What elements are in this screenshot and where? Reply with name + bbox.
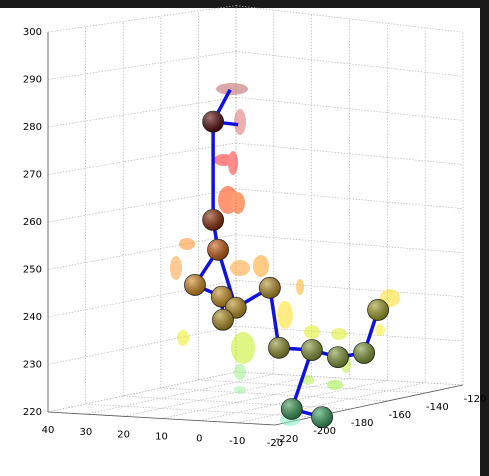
grid-line <box>235 51 464 77</box>
tick-labels: 220 230 240 250 260 270 280 290 300 40 30 20 10 0 -10 -… <box>23 27 486 449</box>
x-tick-label: -20 <box>267 438 283 449</box>
atom-shade <box>367 299 389 321</box>
y-tick-label: -160 <box>388 410 411 421</box>
grid-line <box>47 325 237 365</box>
y-tick-label: -120 <box>464 394 487 405</box>
z-tick-label: 280 <box>23 122 42 133</box>
grid-line <box>47 142 237 175</box>
atom-shade <box>311 406 333 428</box>
atom-shade <box>259 277 281 299</box>
grid-line <box>47 371 237 413</box>
atom-shade <box>353 342 375 364</box>
side-bar <box>480 0 489 476</box>
grid-line <box>237 382 426 424</box>
y-tick-label: -140 <box>426 402 449 413</box>
z-tick-label: 240 <box>23 312 42 323</box>
z-tick-label: 250 <box>23 265 42 276</box>
y-tick-label: -200 <box>313 426 336 437</box>
grid-line <box>47 234 237 270</box>
grid-line <box>47 188 237 223</box>
atom-shade <box>212 309 234 331</box>
grid-line <box>47 51 237 80</box>
z-tick-label: 290 <box>23 75 42 86</box>
atom-shade <box>268 337 290 359</box>
grid-line <box>123 375 312 417</box>
atoms <box>184 110 389 428</box>
atom-shade <box>202 111 224 133</box>
y-tick-label: -180 <box>351 418 374 429</box>
grid <box>47 5 464 426</box>
x-tick-label: 0 <box>196 434 202 445</box>
z-tick-label: 230 <box>23 360 42 371</box>
z-tick-label: 300 <box>23 27 42 38</box>
atom-shade <box>301 339 323 361</box>
atom-shade <box>202 209 224 231</box>
x-tick-label: 10 <box>155 432 168 443</box>
grid-line <box>235 96 464 121</box>
grid-line <box>47 280 237 318</box>
z-tick-label: 270 <box>23 170 42 181</box>
axis-line <box>47 411 276 426</box>
axis-line <box>274 384 464 426</box>
grid-line <box>47 5 237 33</box>
atom-shade <box>184 274 206 296</box>
top-bar <box>0 0 489 8</box>
atom-shade <box>281 398 303 420</box>
grid-line <box>161 378 350 419</box>
grid-line <box>235 142 464 165</box>
atom-shade <box>327 346 349 368</box>
z-tick-label: 220 <box>23 407 42 418</box>
grid-line <box>123 395 351 410</box>
grid-line <box>235 280 464 298</box>
x-tick-label: 30 <box>79 427 92 438</box>
grid-line <box>85 403 313 418</box>
grid-line <box>85 373 274 415</box>
x-tick-label: -10 <box>229 436 245 447</box>
grid-line <box>235 325 464 342</box>
x-tick-label: 40 <box>42 425 55 436</box>
x-tick-label: 20 <box>117 429 130 440</box>
y-tick-label: -220 <box>276 434 299 445</box>
atom-shade <box>207 239 229 261</box>
z-tick-label: 260 <box>23 217 42 228</box>
